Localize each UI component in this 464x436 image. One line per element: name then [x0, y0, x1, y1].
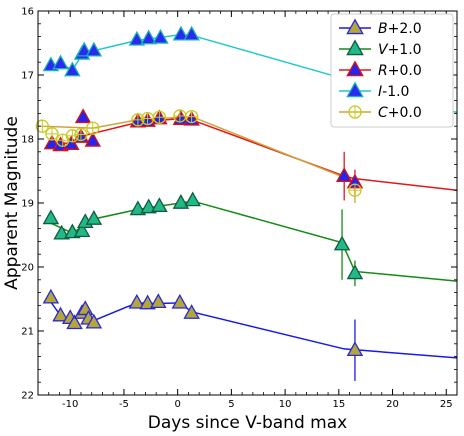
series-b-point — [171, 293, 189, 309]
y-tick-label: 18 — [21, 135, 34, 146]
y-tick-label: 21 — [21, 327, 34, 338]
series-c-point — [86, 121, 100, 135]
x-axis-title: Days since V-band max — [148, 413, 347, 433]
series-b-point — [66, 314, 83, 330]
series-c-late-point — [348, 183, 362, 197]
series-i-point — [152, 28, 169, 44]
legend-band: R — [378, 63, 388, 79]
series-i-point — [140, 29, 157, 45]
series-r-point — [84, 131, 102, 147]
legend-entry-v: V+1.0 — [339, 39, 422, 58]
x-tick-label: 10 — [279, 399, 292, 410]
x-tick-label: -5 — [119, 399, 129, 410]
series-v-point — [73, 222, 91, 237]
x-tick-label: 0 — [174, 399, 180, 410]
series-b-late-point — [346, 341, 364, 357]
x-tick-label: 20 — [386, 399, 399, 410]
legend-offset: -1.0 — [382, 84, 409, 100]
series-b-point — [150, 293, 167, 309]
legend-offset: +0.0 — [388, 105, 422, 121]
legend-entry-r: R+0.0 — [339, 60, 422, 79]
series-v-late-point — [346, 264, 364, 280]
series-r-point — [52, 136, 69, 152]
y-tick-label: 19 — [21, 199, 34, 210]
x-tick-label: -10 — [62, 399, 78, 410]
legend-marker — [346, 39, 364, 56]
y-tick-label: 17 — [21, 71, 34, 82]
series-v-point — [53, 224, 70, 240]
x-tick-label: 25 — [440, 399, 453, 410]
series-i-point — [52, 54, 69, 70]
series-i-point — [172, 25, 190, 41]
series-c-point — [74, 127, 88, 142]
y-tick-label: 20 — [21, 263, 34, 274]
series-i-point — [183, 25, 200, 41]
series-v-point — [184, 191, 201, 207]
legend-label: B+2.0 — [378, 21, 422, 37]
legend-label: V+1.0 — [378, 42, 422, 58]
legend-marker — [346, 18, 364, 35]
series-b-point — [128, 293, 146, 309]
ticks-layer: -10 -5 0 5 10 15 20 25 16 17 18 19 20 21 22 — [21, 7, 458, 410]
legend: B+2.0V+1.0R+0.0I-1.0C+0.0 — [330, 13, 454, 128]
series-c-point — [173, 109, 187, 123]
legend-box — [330, 13, 454, 128]
series-b-point — [139, 294, 156, 310]
legend-band: I — [378, 84, 382, 100]
legend-offset: +2.0 — [388, 21, 422, 37]
series-v-point — [140, 198, 157, 214]
series-b-point — [42, 288, 60, 304]
legend-marker — [346, 81, 364, 98]
legend-band: V — [378, 42, 389, 58]
y-axis-title: Apparent Magnitude — [2, 116, 22, 290]
legend-entry-i: I-1.0 — [339, 81, 409, 100]
series-v-point — [85, 210, 103, 225]
x-tick-label: 5 — [228, 399, 234, 410]
series-v-late-point — [333, 235, 351, 251]
legend-entry-c: C+0.0 — [339, 105, 422, 121]
legend-band: B — [378, 21, 388, 37]
legend-label: I-1.0 — [378, 84, 409, 100]
series-b-point — [183, 304, 200, 319]
y-tick-label: 22 — [21, 391, 34, 402]
series-c-point — [140, 111, 155, 126]
series-b-point — [85, 313, 103, 329]
series-i-point — [128, 30, 146, 46]
legend-offset: +0.0 — [388, 63, 422, 79]
series-r-point — [74, 108, 92, 124]
series-b-point — [52, 306, 69, 322]
series-r-late-point — [335, 167, 353, 182]
legend-label: C+0.0 — [378, 105, 422, 121]
x-tick-label: 15 — [332, 399, 345, 410]
series-i-point — [85, 41, 103, 57]
series-c-point — [45, 127, 59, 141]
legend-offset: +1.0 — [388, 42, 422, 58]
series-c-point — [184, 109, 199, 124]
series-v-point — [42, 209, 60, 225]
series-c-point — [65, 129, 80, 143]
legend-band: C — [378, 105, 388, 121]
series-v-point — [151, 197, 168, 213]
legend-label: R+0.0 — [378, 63, 422, 79]
legend-marker — [346, 60, 364, 77]
legend-entry-b: B+2.0 — [339, 18, 422, 37]
series-c-point — [152, 110, 167, 124]
series-i-point — [64, 61, 81, 77]
y-tick-label: 16 — [21, 7, 34, 18]
legend-marker — [348, 105, 362, 119]
series-v-point — [172, 194, 190, 209]
